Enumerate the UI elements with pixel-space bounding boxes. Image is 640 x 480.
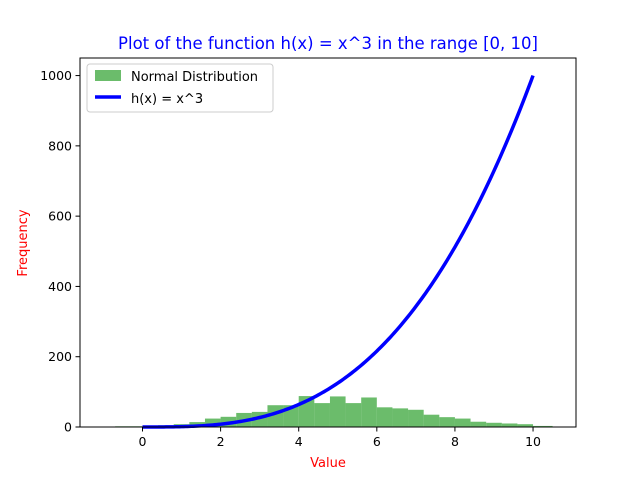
histogram-bars	[115, 396, 553, 427]
histogram-bar	[204, 418, 221, 427]
x-tick-label: 4	[295, 434, 303, 449]
legend-label-line: h(x) = x^3	[131, 92, 203, 107]
histogram-bar	[470, 421, 487, 427]
plot-frame	[79, 57, 577, 428]
histogram-bar	[439, 417, 455, 427]
x-tick-label: 8	[451, 434, 459, 449]
histogram-bar	[329, 396, 346, 427]
histogram-bar	[501, 423, 518, 427]
x-tick-label: 10	[525, 434, 541, 449]
histogram-bar	[423, 414, 440, 427]
legend-swatch-histogram	[95, 70, 121, 81]
histogram-bar	[361, 397, 377, 427]
y-axis-label: Frequency	[16, 209, 31, 276]
y-tick-label: 600	[48, 209, 72, 224]
y-tick-label: 0	[64, 420, 72, 435]
legend-label-histogram: Normal Distribution	[131, 70, 258, 85]
histogram-bar	[533, 425, 553, 427]
y-tick-label: 1000	[40, 68, 72, 83]
histogram-bar	[454, 418, 471, 427]
histogram-bar	[376, 407, 393, 427]
legend: Normal Distribution h(x) = x^3	[86, 63, 274, 113]
legend-box	[86, 63, 274, 113]
series-line	[142, 74, 535, 429]
histogram-bar	[392, 408, 409, 427]
histogram-bar	[517, 424, 534, 427]
chart-title: Plot of the function h(x) = x^3 in the r…	[118, 34, 538, 53]
x-axis-label: Value	[310, 456, 346, 471]
histogram-bar	[314, 403, 330, 427]
histogram-bar	[486, 422, 502, 427]
y-axis: 0 200 400 600 800 1000	[40, 68, 80, 435]
x-tick-label: 2	[217, 434, 225, 449]
y-tick-label: 800	[48, 138, 72, 153]
histogram-bar	[345, 403, 362, 427]
x-tick-label: 0	[139, 434, 147, 449]
y-tick-label: 200	[48, 349, 72, 364]
histogram-bar	[408, 409, 424, 427]
y-tick-label: 400	[48, 279, 72, 294]
x-axis: 0 2 4 6 8 10	[139, 427, 541, 449]
x-tick-label: 6	[373, 434, 381, 449]
